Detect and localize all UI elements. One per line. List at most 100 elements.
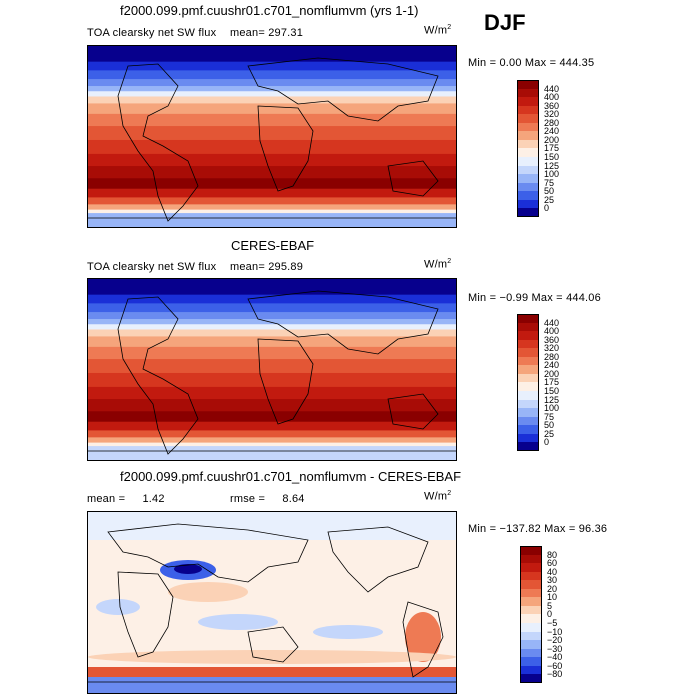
panel1-coast-americas [117,63,199,222]
latitude-band [88,126,456,141]
colorbar-frame [517,80,539,217]
panel2-coast-americas [117,296,199,455]
colorbar-swatch [517,373,539,383]
colorbar-swatch [517,139,539,149]
colorbar-tick-label: 80 [547,549,558,560]
colorbar-swatch [520,563,542,573]
panel2-title: CERES-EBAF [231,238,315,253]
colorbar-swatch [517,97,539,107]
colorbar-swatch [517,114,539,124]
panel2-map-svg [88,279,456,460]
latitude-band [88,312,456,320]
panel3-coast-samerica [402,601,444,678]
panel3-rmse-value: 8.64 [282,493,305,505]
colorbar-swatch [517,365,539,375]
panel1-map-svg [88,46,456,227]
colorbar-tick-label: −60 [547,660,563,671]
colorbar-swatch [517,131,539,141]
panel1-subtitle: TOA clearsky net SW flux [87,27,217,39]
latitude-band [88,399,456,412]
latitude-band [88,411,456,423]
panel1-coast-eurasia [247,57,439,122]
colorbar-tick-label: 5 [547,600,553,611]
latitude-band [88,346,456,360]
colorbar-swatch [520,546,542,556]
colorbar-tick-label: 100 [544,169,560,180]
colorbar-tick-label: 150 [544,151,560,162]
colorbar-tick-label: 10 [547,592,558,603]
colorbar-swatch [517,174,539,184]
latitude-band [88,166,456,179]
colorbar-tick-label: 400 [544,326,560,337]
colorbar-tick-label: 0 [547,609,553,620]
panel3-south-blue [88,677,456,693]
panel2-units-text: W/m [424,258,448,271]
latitude-band [88,153,456,167]
panel1-mean-value: 297.31 [268,27,304,39]
panel1-bands [88,46,456,227]
panel1-minmax: Min = 0.00 Max = 444.35 [468,57,595,69]
colorbar-tick-label: 20 [547,583,558,594]
panel3-rmse: rmse = 8.64 [230,493,305,505]
panel3-asia-negative-core [174,564,202,574]
colorbar-tick-label: 125 [544,160,560,171]
panel3-mean: mean = 1.42 [87,493,165,505]
colorbar-tick-label: 175 [544,377,560,388]
colorbar-swatch [517,314,539,324]
colorbar-swatch [517,148,539,158]
colorbar-swatch [520,648,542,658]
colorbar-swatch [520,571,542,581]
latitude-band [88,442,456,447]
panel3-units-exp: 2 [447,490,452,497]
colorbar-tick-label: 125 [544,394,560,405]
colorbar-swatch [517,122,539,132]
colorbar-frame [517,314,539,451]
colorbar-swatch [520,622,542,632]
panel3-map-svg [88,512,456,693]
colorbar-tick-label: 280 [544,117,560,128]
colorbar-swatch [517,408,539,418]
panel3-mean-label: mean = [87,493,126,505]
latitude-band [88,359,456,374]
colorbar-tick-label: 280 [544,351,560,362]
panel2-mean: mean= 295.89 [230,261,303,273]
latitude-band [88,96,456,105]
colorbar-swatch [517,442,539,452]
panel3-ind-neg [198,614,278,630]
colorbar-tick-label: 400 [544,92,560,103]
panel1-units: W/m2 [424,24,451,37]
colorbar-tick-label: −20 [547,635,563,646]
colorbar-swatch [517,191,539,201]
panel3-trop-pos-a [168,582,248,602]
colorbar-swatch [520,614,542,624]
latitude-band [88,294,456,304]
latitude-band [88,139,456,155]
latitude-band [88,61,456,71]
latitude-band [88,79,456,87]
colorbar-tick-label: 40 [547,566,558,577]
panel2-units-exp: 2 [447,258,452,265]
colorbar-tick-label: −10 [547,626,563,637]
latitude-band [88,103,456,115]
panel3-coast-namerica [327,526,429,593]
colorbar-tick-label: 75 [544,177,555,188]
colorbar-swatch [517,208,539,218]
colorbar-tick-label: 50 [544,420,555,431]
colorbar-tick-label: 440 [544,83,560,94]
panel2-bands [88,279,456,460]
season-label: DJF [484,10,526,35]
panel3-coast-australia [247,626,299,663]
latitude-band [88,46,456,63]
colorbar-tick-label: 240 [544,126,560,137]
colorbar-tick-label: 240 [544,360,560,371]
colorbar-swatch [517,425,539,435]
latitude-band [88,324,456,331]
panel1-mean-label: mean= [230,27,265,39]
colorbar-tick-label: −30 [547,643,563,654]
latitude-band [88,204,456,211]
panel1-units-text: W/m [424,24,448,37]
colorbar-tick-label: 60 [547,558,558,569]
colorbar-swatch [520,657,542,667]
colorbar-swatch [517,399,539,409]
latitude-band [88,188,456,199]
